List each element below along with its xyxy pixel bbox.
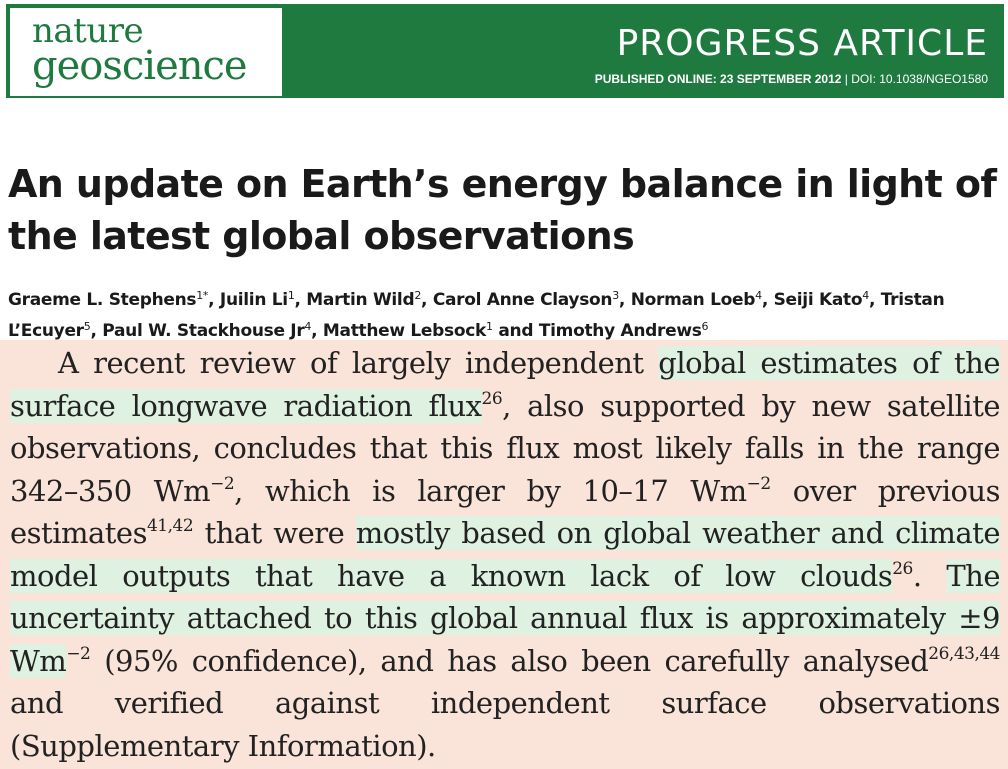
author-separator: , [208,290,220,310]
author-name[interactable]: Matthew Lebsock [322,321,487,341]
author-separator: , [90,321,103,341]
excerpt-text: over previous estimates [10,473,1001,551]
author-separator: , [868,290,881,310]
excerpt-text: , also supported by new satellite observ… [10,388,1001,508]
author-name[interactable]: Juilin Li [219,290,288,310]
author-name[interactable]: Graeme L. Stephens [8,290,197,310]
author-affiliation: 1 [486,320,493,333]
author-separator: , [618,290,631,310]
author-separator: , [311,321,323,341]
author-affiliation: 4 [755,289,762,302]
author-affiliation: 4 [862,289,869,302]
author-name[interactable]: Carol Anne Clayson [432,290,613,310]
author-separator: , [761,290,774,310]
author-affiliation: 2 [414,289,422,302]
journal-logo[interactable]: nature geoscience [8,6,284,98]
pub-separator: | [841,72,852,86]
excerpt-text: and verified against independent surface… [10,686,1001,763]
excerpt-text: (95% confidence), and has also been care… [90,643,929,678]
exponent: −2 [746,473,772,494]
published-date: PUBLISHED ONLINE: 23 SEPTEMBER 2012 [594,72,842,86]
author-name[interactable]: Timothy Andrews [538,321,702,341]
doi[interactable]: DOI: 10.1038/NGEO1580 [851,72,988,86]
author-name[interactable]: Tristan L’Ecuyer [8,290,945,341]
reference[interactable]: 26 [892,558,913,579]
publication-info: PUBLISHED ONLINE: 23 SEPTEMBER 2012 | DO… [595,72,988,86]
author-separator: and [492,321,539,341]
article-title: An update on Earth’s energy balance in l… [8,162,997,258]
excerpt-paragraph: A recent review of largely independent g… [10,342,1001,767]
article-type: PROGRESS ARTICLE [616,23,988,64]
author-separator: , [421,290,433,310]
reference[interactable]: 41,42 [146,516,194,536]
exponent: −2 [66,643,91,664]
author-name[interactable]: Seiji Kato [773,290,863,310]
author-affiliation: 1* [196,289,209,302]
author-separator: , [294,290,307,310]
excerpt-text: A recent review of largely independent [58,346,659,380]
author-name[interactable]: Martin Wild [306,290,415,310]
excerpt-text: . [912,558,947,593]
exponent: −2 [210,473,235,494]
excerpt-text: that were [193,516,356,550]
logo-line-nature: nature [32,11,144,51]
logo-line-geoscience: geoscience [32,43,248,89]
author-affiliation: 5 [83,320,91,333]
author-name[interactable]: Paul W. Stackhouse Jr [102,321,305,341]
reference[interactable]: 26 [481,388,503,409]
author-affiliation: 4 [304,320,312,333]
author-list: Graeme L. Stephens1*, Juilin Li1, Martin… [8,285,998,347]
author-name[interactable]: Norman Loeb [630,290,756,310]
reference[interactable]: 26,43,44 [928,643,1000,664]
author-affiliation: 6 [701,320,709,333]
author-affiliation: 1 [287,289,295,302]
author-affiliation: 3 [612,289,619,302]
excerpt-text: , which is larger by 10–17 Wm [234,473,747,508]
